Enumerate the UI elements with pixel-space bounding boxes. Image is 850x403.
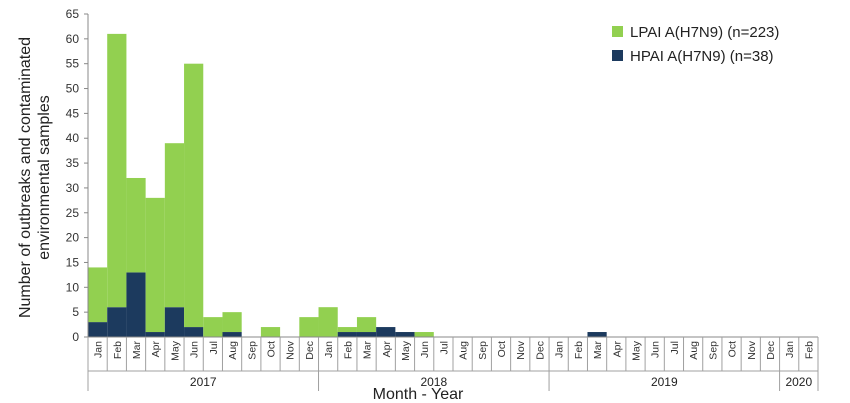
x-axis-title: Month - Year [373,386,464,403]
legend-swatch-0 [612,26,623,37]
x-tick-label-5: Jun [189,341,201,358]
bars-layer [88,33,607,337]
x-tick-label-26: Mar [592,341,604,360]
x-tick-label-20: Sep [477,341,489,360]
x-tick-label-18: Jul [438,341,450,354]
bar-hpai-14 [356,332,377,337]
x-tick-label-19: Aug [458,341,470,360]
legend-label-0: LPAI A(H7N9) (n=223) [630,24,779,41]
bar-lpai-6 [203,317,223,337]
x-tick-label-0: Jan [93,341,105,358]
x-tick-label-17: Jun [419,341,431,358]
year-label-2017: 2017 [190,375,217,389]
legend: LPAI A(H7N9) (n=223) HPAI A(H7N9) (n=38) [612,24,779,65]
x-tick-label-21: Oct [496,341,508,357]
bar-lpai-11 [299,317,319,337]
x-tick-label-32: Sep [707,341,719,360]
y-tick-label-55: 55 [66,57,80,71]
x-tick-label-1: Feb [112,341,124,359]
bar-hpai-4 [164,307,185,337]
x-tick-label-23: Dec [534,341,546,360]
y-axis-title-line-1: environmental samples [36,95,53,260]
x-tick-label-15: Apr [381,341,393,358]
bar-hpai-26 [587,332,607,337]
x-tick-label-25: Feb [573,341,585,359]
year-label-2020: 2020 [785,375,812,389]
x-tick-label-3: Apr [150,341,162,358]
x-tick-label-13: Feb [342,341,354,359]
x-tick-label-27: Apr [611,341,623,358]
y-tick-label-25: 25 [66,206,80,220]
y-tick-label-10: 10 [66,280,80,294]
labels-layer: 0 5 10 15 20 25 30 35 40 45 50 55 60 65 Jan Feb Mar Apr Ma… [17,7,815,403]
x-tick-label-7: Aug [227,341,239,360]
bar-lpai-13 [337,327,357,333]
y-tick-label-0: 0 [72,330,79,344]
x-tick-label-9: Oct [266,341,278,357]
x-tick-label-34: Nov [746,340,758,359]
bar-lpai-2 [126,177,146,273]
bar-lpai-1 [107,33,127,308]
legend-swatch-1 [612,50,623,61]
x-tick-label-35: Dec [765,341,777,360]
y-tick-label-40: 40 [66,131,80,145]
bar-hpai-3 [145,332,165,337]
bar-hpai-5 [184,327,204,337]
year-label-2018: 2018 [420,375,447,389]
x-tick-label-37: Feb [803,341,815,359]
y-tick-label-60: 60 [66,32,80,46]
y-tick-label-65: 65 [66,7,80,21]
x-tick-label-24: Jan [554,341,566,358]
x-tick-label-28: May [631,340,643,361]
y-tick-label-20: 20 [66,231,80,245]
axes-layer [84,13,819,391]
legend-label-1: HPAI A(H7N9) (n=38) [630,48,774,65]
bar-hpai-15 [376,327,396,337]
year-label-2019: 2019 [651,375,678,389]
y-axis-title-line-0: Number of outbreaks and contaminated [17,37,34,318]
x-tick-label-4: May [169,340,181,361]
x-tick-label-31: Aug [688,341,700,360]
x-tick-label-8: Sep [246,341,258,360]
y-tick-label-35: 35 [66,156,80,170]
bar-lpai-17 [414,332,434,337]
y-axis-title: Number of outbreaks and contaminated envi… [17,37,53,318]
x-tick-label-10: Nov [285,340,297,359]
bar-lpai-14 [356,317,377,333]
bar-hpai-1 [107,307,127,337]
bar-hpai-2 [126,272,146,337]
bar-hpai-13 [337,332,357,337]
x-tick-label-33: Oct [727,341,739,357]
x-tick-label-36: Jan [784,341,796,358]
bar-lpai-12 [318,307,338,337]
y-tick-label-45: 45 [66,106,80,120]
x-tick-label-11: Dec [304,341,316,360]
bar-lpai-0 [88,267,108,323]
x-tick-label-22: Nov [515,340,527,359]
x-tick-label-30: Jul [669,341,681,354]
x-tick-label-6: Jul [208,341,220,354]
y-tick-label-15: 15 [66,255,80,269]
x-tick-label-29: Jun [650,341,662,358]
x-tick-label-12: Jan [323,341,335,358]
bar-lpai-9 [260,327,281,337]
bar-hpai-16 [395,332,415,337]
x-tick-label-14: Mar [362,341,374,360]
bar-lpai-4 [164,143,185,308]
bar-lpai-3 [145,197,165,333]
bar-hpai-0 [88,322,108,337]
y-tick-label-5: 5 [72,305,79,319]
bar-lpai-5 [184,63,204,328]
y-tick-label-50: 50 [66,82,80,96]
bar-lpai-7 [222,312,242,333]
y-tick-label-30: 30 [66,181,80,195]
x-tick-label-2: Mar [131,341,143,360]
x-tick-label-16: May [400,340,412,361]
bar-hpai-7 [222,332,242,337]
